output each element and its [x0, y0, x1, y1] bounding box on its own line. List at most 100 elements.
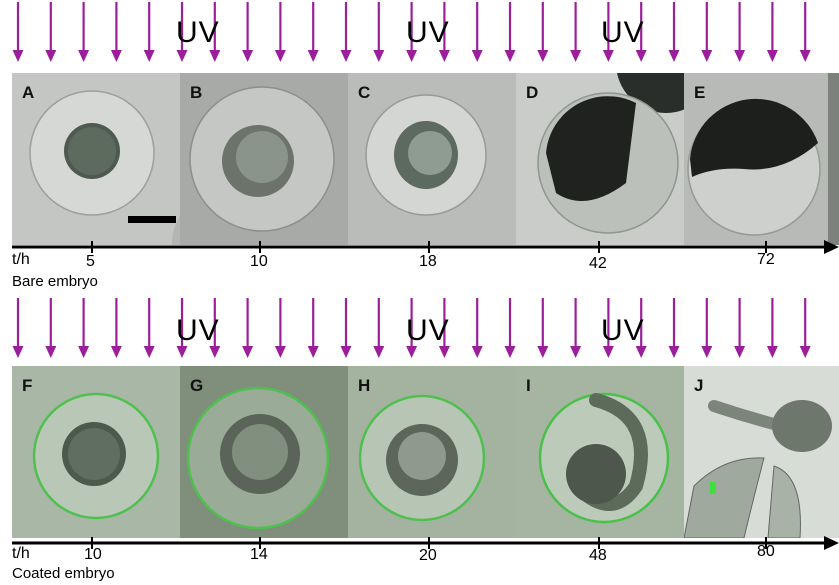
time-label: 80 — [757, 543, 775, 560]
uv-arrow — [12, 2, 24, 62]
panel-letter: I — [526, 376, 531, 395]
uv-arrow — [635, 298, 647, 358]
panel-letter: D — [526, 83, 539, 102]
row-caption: Coated embryo — [12, 565, 115, 582]
uv-label-3: UV — [601, 16, 645, 49]
uv-label-2: UV — [406, 16, 450, 49]
dead-embryo-image — [516, 73, 684, 245]
uv-arrow — [668, 298, 680, 358]
hatched-larva-image — [684, 366, 839, 538]
bare-embryo-row: UV UV UV A B — [0, 0, 839, 292]
uv-arrow — [373, 2, 385, 62]
panel-f: F — [12, 366, 180, 538]
uv-arrow — [143, 298, 155, 358]
uv-arrow — [438, 2, 450, 62]
uv-arrow — [471, 2, 483, 62]
panel-i: I — [516, 366, 684, 538]
time-label: 20 — [419, 547, 437, 564]
uv-arrow — [78, 298, 90, 358]
uv-arrow — [701, 298, 713, 358]
uv-arrow — [537, 2, 549, 62]
time-label: 14 — [250, 546, 268, 563]
uv-arrow — [602, 298, 614, 358]
uv-arrow — [406, 298, 418, 358]
panel-letter: A — [22, 83, 35, 102]
uv-label-3: UV — [601, 314, 645, 347]
coated-embryo-image — [348, 366, 516, 538]
uv-arrow — [570, 298, 582, 358]
panel-a: A — [12, 73, 180, 245]
uv-arrow — [734, 298, 746, 358]
uv-arrow — [176, 298, 188, 358]
coated-embryo-image — [12, 366, 180, 538]
axis-label: t/h — [12, 545, 30, 562]
panel-strip-bottom: F G H — [12, 366, 839, 538]
coated-embryo-row: UV UV UV F G — [0, 296, 839, 585]
uv-arrow — [143, 2, 155, 62]
uv-arrow — [274, 2, 286, 62]
uv-arrow — [110, 298, 122, 358]
time-label: 18 — [419, 253, 437, 270]
panel-g: G — [180, 366, 348, 538]
panel-e: E — [684, 73, 839, 245]
uv-arrow — [602, 2, 614, 62]
coated-embryo-image — [180, 366, 348, 538]
uv-arrow — [176, 2, 188, 62]
panel-b: B — [180, 73, 348, 245]
panel-letter: B — [190, 83, 203, 102]
uv-arrow — [438, 298, 450, 358]
uv-label-1: UV — [176, 314, 220, 347]
panel-letter: F — [22, 376, 33, 395]
panel-strip-top: A B C — [12, 73, 839, 245]
uv-arrows-bottom — [12, 298, 811, 358]
uv-arrow — [766, 2, 778, 62]
uv-arrow — [734, 2, 746, 62]
uv-arrow — [570, 2, 582, 62]
time-label: 5 — [86, 253, 95, 270]
uv-arrow — [78, 2, 90, 62]
uv-arrow — [209, 298, 221, 358]
panel-letter: E — [694, 83, 706, 102]
time-label: 42 — [589, 255, 607, 272]
bare-embryo-image — [180, 73, 348, 245]
dead-embryo-image — [684, 73, 839, 245]
time-axis-top — [12, 240, 839, 254]
uv-arrow — [340, 298, 352, 358]
panel-d: D — [516, 73, 684, 245]
uv-arrow — [504, 2, 516, 62]
uv-arrow — [406, 2, 418, 62]
uv-arrow — [307, 2, 319, 62]
uv-arrow — [635, 2, 647, 62]
panel-j: J — [684, 366, 839, 538]
coated-larva-image — [516, 366, 684, 538]
uv-arrow — [668, 2, 680, 62]
uv-arrow — [12, 298, 24, 358]
uv-arrow — [537, 298, 549, 358]
panel-letter: J — [694, 376, 704, 395]
uv-arrows-top — [12, 2, 811, 62]
row-caption: Bare embryo — [12, 273, 98, 290]
uv-label-2: UV — [406, 314, 450, 347]
uv-arrow — [471, 298, 483, 358]
uv-arrow — [340, 2, 352, 62]
uv-arrow — [799, 298, 811, 358]
bare-embryo-image — [348, 73, 516, 245]
uv-arrow — [242, 2, 254, 62]
uv-arrow — [45, 2, 57, 62]
panel-letter: G — [190, 376, 204, 395]
axis-label: t/h — [12, 251, 30, 268]
panel-c: C — [348, 73, 516, 245]
uv-arrow — [110, 2, 122, 62]
time-label: 10 — [84, 546, 102, 563]
uv-arrow — [274, 298, 286, 358]
uv-arrow — [209, 2, 221, 62]
uv-arrow — [766, 298, 778, 358]
panel-letter: C — [358, 83, 371, 102]
uv-arrow — [799, 2, 811, 62]
time-label: 10 — [250, 253, 268, 270]
bare-embryo-image — [12, 73, 180, 245]
panel-letter: H — [358, 376, 371, 395]
uv-arrow — [45, 298, 57, 358]
uv-arrow — [504, 298, 516, 358]
time-label: 72 — [757, 251, 775, 268]
